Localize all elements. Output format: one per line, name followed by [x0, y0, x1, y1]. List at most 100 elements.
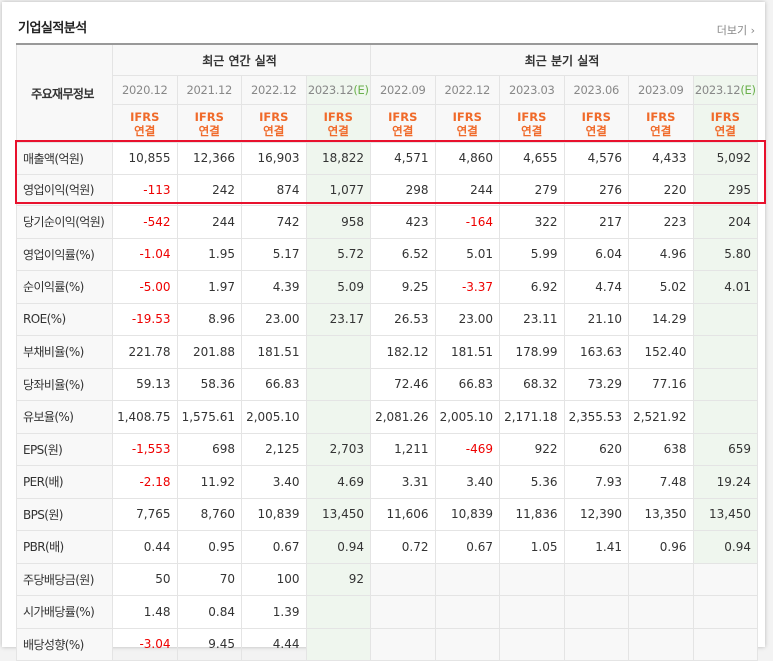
value-cell: 58.36: [176, 367, 242, 401]
value-cell: 2,355.53: [563, 400, 629, 434]
value-cell: -3.37: [434, 270, 500, 304]
ifrs-label: IFRS: [710, 109, 740, 124]
period-label: 2022.09: [380, 83, 426, 97]
value-cell: -113: [112, 173, 178, 206]
annual-group-header: 최근 연간 실적: [112, 43, 371, 76]
value-cell: 8.96: [176, 302, 242, 336]
value-cell: 2,703: [305, 432, 371, 466]
group-header-row: 주요재무정보 최근 연간 실적 최근 분기 실적: [16, 43, 758, 143]
value-cell: 152.40: [628, 335, 694, 369]
row-label: 매출액(억원): [16, 142, 113, 175]
value-cell: [692, 367, 758, 401]
period-label: 2020.12: [122, 83, 168, 97]
ifrs-header: IFRS 연결: [305, 104, 371, 143]
row-label: 당기순이익(억원): [16, 205, 113, 239]
ifrs-label: IFRS: [323, 109, 353, 124]
ifrs-header: IFRS 연결: [628, 104, 694, 143]
value-cell: 10,839: [241, 497, 307, 531]
row-label: 주당배당금(원): [16, 562, 113, 596]
period-header: 2022.09: [370, 75, 436, 105]
value-cell: 201.88: [176, 335, 242, 369]
period-header: 2022.12: [241, 75, 307, 105]
value-cell: 4,655: [499, 142, 565, 175]
estimate-mark: (E): [740, 83, 756, 97]
value-cell: -19.53: [112, 302, 178, 336]
ifrs-label: IFRS: [452, 109, 482, 124]
value-cell: 2,005.10: [434, 400, 500, 434]
value-cell: 100: [241, 562, 307, 596]
value-cell: 23.00: [434, 302, 500, 336]
ifrs-label: IFRS: [388, 109, 418, 124]
consolidated-label: 연결: [456, 123, 478, 138]
value-cell: 7.48: [628, 465, 694, 499]
value-cell: 295: [692, 173, 758, 206]
consolidated-label: 연결: [521, 123, 543, 138]
value-cell: 5.99: [499, 237, 565, 271]
table-row: PBR(배) 0.44 0.95 0.67 0.94 0.72 0.67 1.05 1.41 0.…: [16, 530, 758, 564]
value-cell: 2,171.18: [499, 400, 565, 434]
value-cell: 163.63: [563, 335, 629, 369]
value-cell: 1.39: [241, 595, 307, 629]
row-label: ROE(%): [16, 302, 113, 336]
value-cell: 1.05: [499, 530, 565, 564]
value-cell: 10,855: [112, 142, 178, 175]
value-cell: 1,211: [370, 432, 436, 466]
value-cell: 6.04: [563, 237, 629, 271]
value-cell: 220: [628, 173, 694, 206]
ifrs-label: IFRS: [130, 109, 160, 124]
value-cell: 5.09: [305, 270, 371, 304]
table-row: ROE(%) -19.53 8.96 23.00 23.17 26.53 23.00 23.1…: [16, 302, 758, 336]
row-label: PER(배): [16, 465, 113, 499]
ifrs-label: IFRS: [517, 109, 547, 124]
value-cell: 182.12: [370, 335, 436, 369]
value-cell: 0.67: [241, 530, 307, 564]
period-header: 2020.12: [112, 75, 178, 105]
value-cell: 11.92: [176, 465, 242, 499]
period-label: 2023.12: [307, 83, 354, 97]
value-cell: 221.78: [112, 335, 178, 369]
row-label: PBR(배): [16, 530, 113, 564]
table-row: 순이익률(%) -5.00 1.97 4.39 5.09 9.25 -3.37 6.92 4.7…: [16, 270, 758, 304]
header-label: 주요재무정보: [16, 43, 113, 143]
quarter-group-header: 최근 분기 실적: [370, 43, 758, 76]
row-label: 부채비율(%): [16, 335, 113, 369]
value-cell: 26.53: [370, 302, 436, 336]
table-row: 당기순이익(억원) -542 244 742 958 423 -164 322 217 223 20…: [16, 205, 758, 239]
value-cell: 77.16: [628, 367, 694, 401]
value-cell: [305, 627, 371, 661]
period-label: 2023.12: [694, 83, 741, 97]
value-cell: 3.40: [434, 465, 500, 499]
value-cell: [692, 400, 758, 434]
value-cell: 70: [176, 562, 242, 596]
value-cell: 4.96: [628, 237, 694, 271]
value-cell: 4,576: [563, 142, 629, 175]
ifrs-header: IFRS 연결: [563, 104, 629, 143]
row-label: 시가배당률(%): [16, 595, 113, 629]
value-cell: 0.72: [370, 530, 436, 564]
value-cell: 23.00: [241, 302, 307, 336]
value-cell: [434, 627, 500, 661]
value-cell: 0.96: [628, 530, 694, 564]
value-cell: 16,903: [241, 142, 307, 175]
more-link[interactable]: 더보기 ›: [717, 22, 755, 38]
value-cell: 11,606: [370, 497, 436, 531]
value-cell: 5.72: [305, 237, 371, 271]
value-cell: 66.83: [434, 367, 500, 401]
value-cell: 2,125: [241, 432, 307, 466]
value-cell: 66.83: [241, 367, 307, 401]
value-cell: 4.69: [305, 465, 371, 499]
value-cell: 13,350: [628, 497, 694, 531]
value-cell: [305, 400, 371, 434]
more-label: 더보기: [716, 24, 748, 37]
value-cell: 322: [499, 205, 565, 239]
ifrs-label: IFRS: [581, 109, 611, 124]
value-cell: -3.04: [112, 627, 178, 661]
consolidated-label: 연결: [134, 123, 156, 138]
ifrs-header: IFRS 연결: [241, 104, 307, 143]
ifrs-header-row: IFRS 연결 IFRS 연결 IFRS 연결 IFRS 연결 IFRS 연결 IFRS 연결 IFRS…: [17, 104, 758, 143]
consolidated-label: 연결: [392, 123, 414, 138]
period-header: 2023.12(E): [305, 75, 371, 105]
value-cell: [305, 335, 371, 369]
value-cell: 68.32: [499, 367, 565, 401]
